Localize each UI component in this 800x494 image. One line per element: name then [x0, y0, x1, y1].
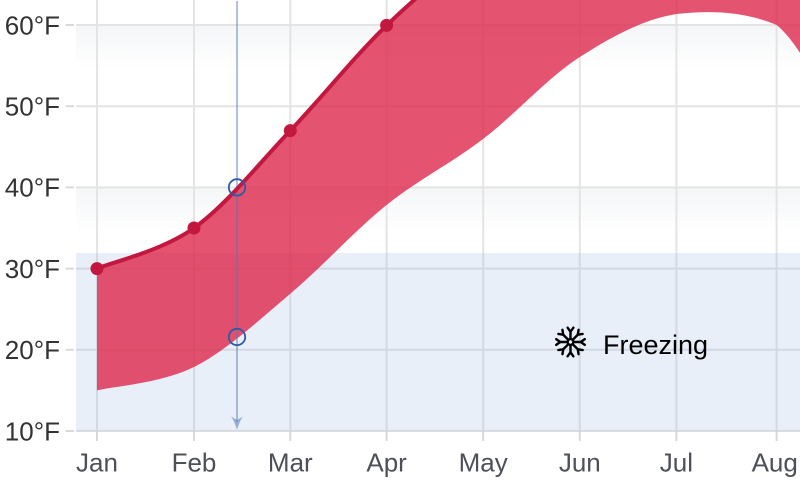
- svg-text:30°F: 30°F: [5, 254, 60, 284]
- svg-text:40°F: 40°F: [5, 173, 60, 203]
- svg-text:Jul: Jul: [660, 448, 693, 478]
- svg-text:Feb: Feb: [172, 448, 217, 478]
- svg-text:10°F: 10°F: [5, 416, 60, 446]
- svg-text:Jan: Jan: [76, 448, 118, 478]
- svg-text:Freezing: Freezing: [603, 330, 708, 360]
- svg-text:May: May: [459, 448, 508, 478]
- svg-text:60°F: 60°F: [5, 10, 60, 40]
- svg-text:Jun: Jun: [559, 448, 601, 478]
- svg-text:Mar: Mar: [268, 448, 313, 478]
- svg-text:50°F: 50°F: [5, 92, 60, 122]
- svg-text:Aug: Aug: [752, 448, 798, 478]
- svg-text:20°F: 20°F: [5, 335, 60, 365]
- svg-text:Apr: Apr: [366, 448, 407, 478]
